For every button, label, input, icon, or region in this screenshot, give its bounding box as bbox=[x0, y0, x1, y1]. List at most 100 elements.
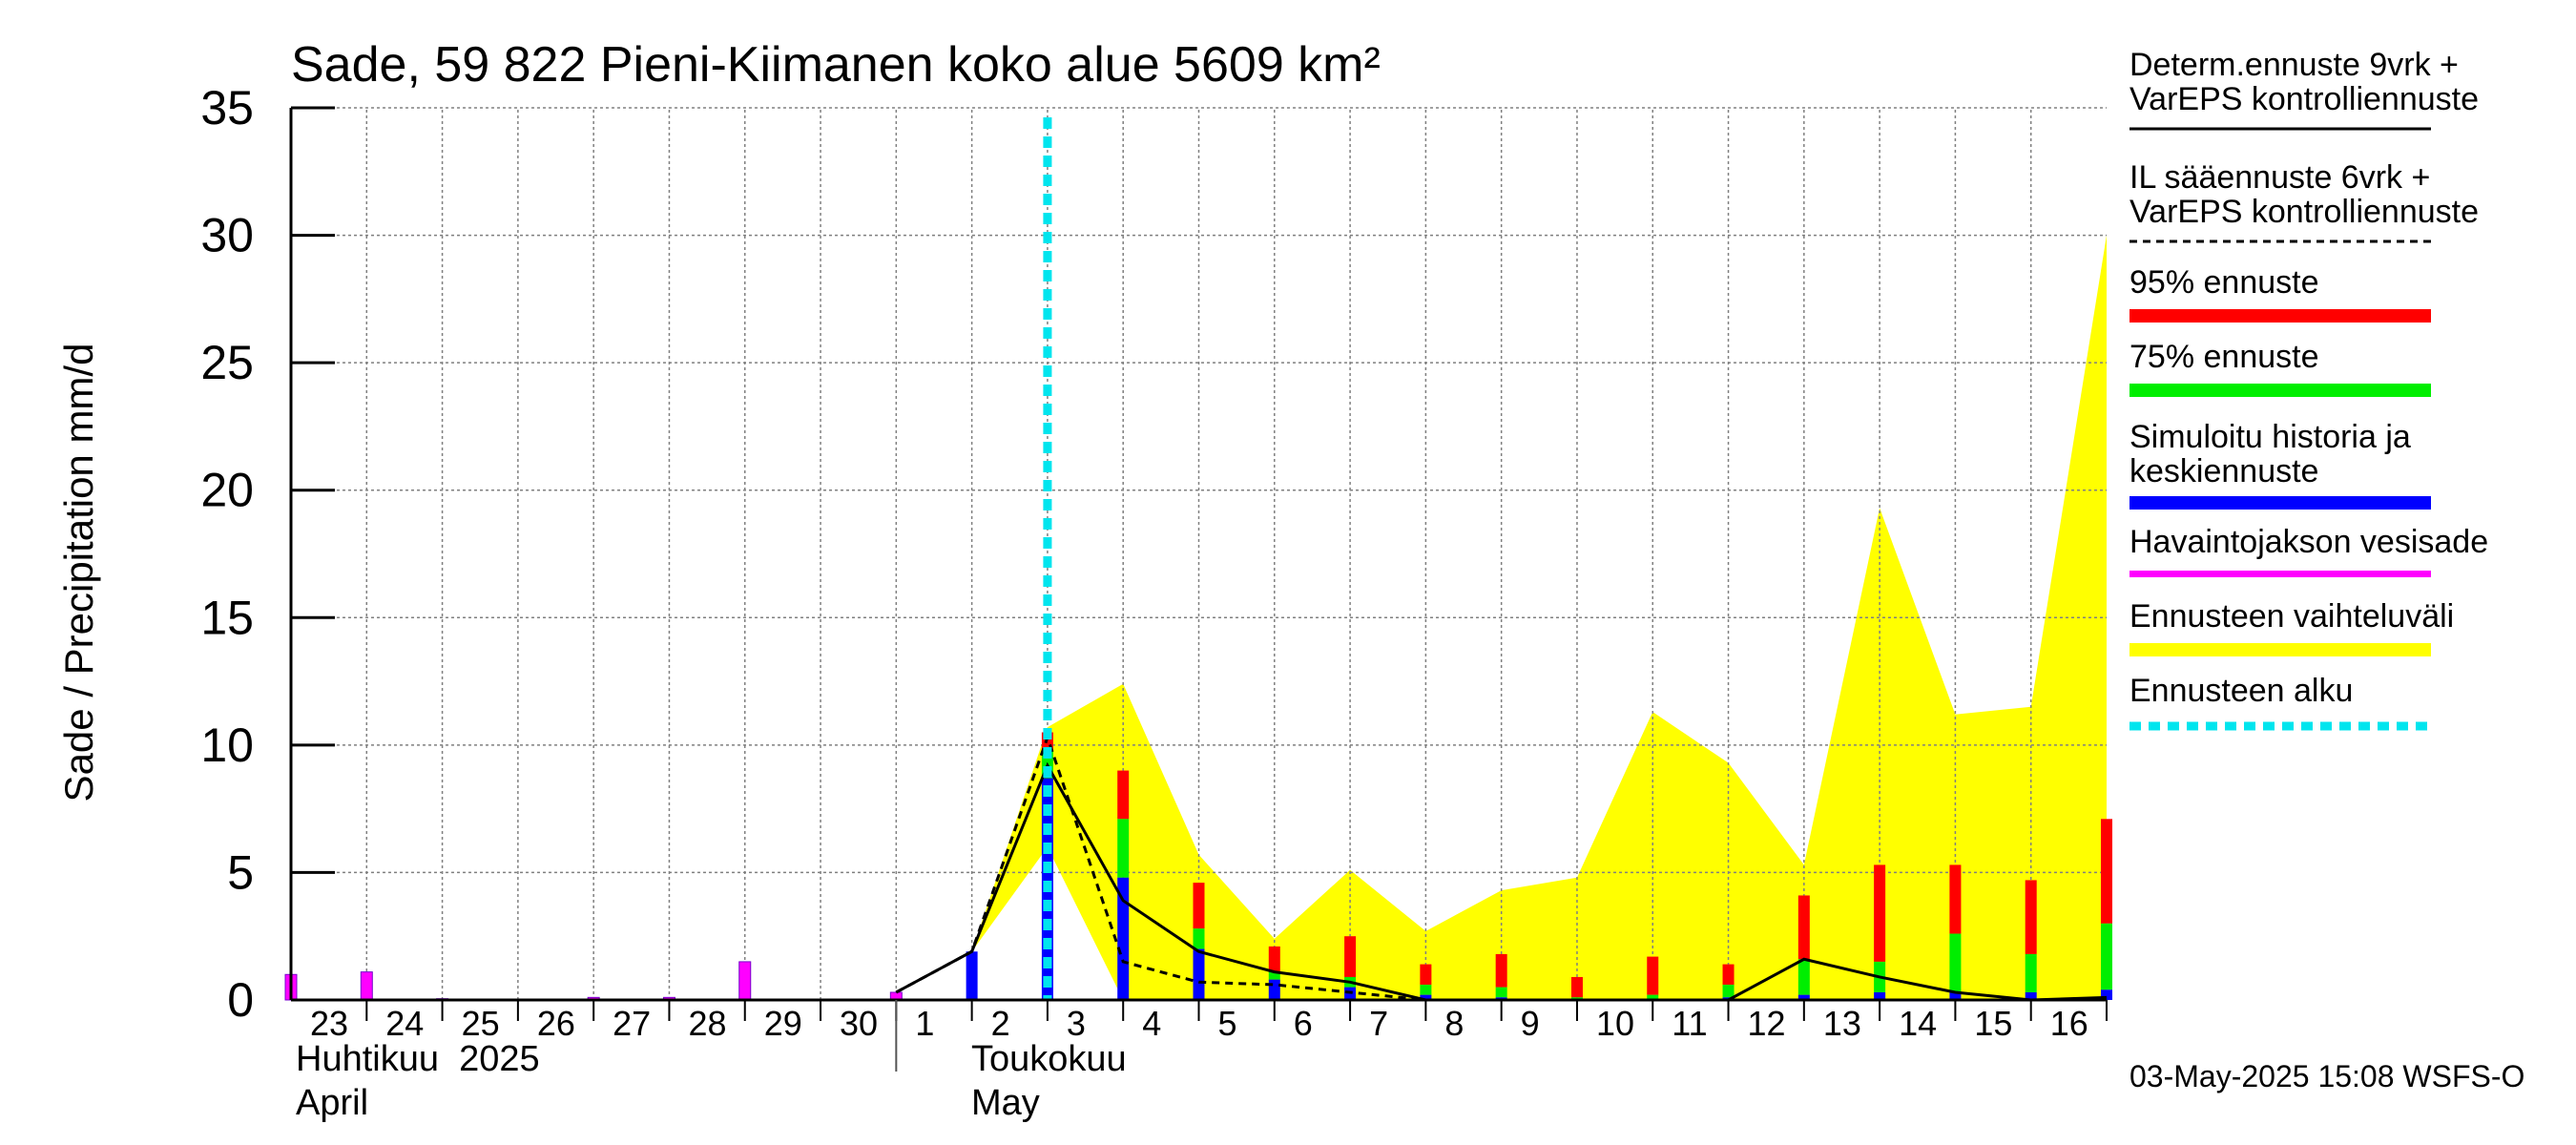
month-label-april-fi: Huhtikuu 2025 bbox=[296, 1039, 540, 1079]
y-tick-label: 20 bbox=[200, 464, 254, 517]
mean-bar bbox=[1949, 991, 1962, 1000]
x-tick-label: 29 bbox=[764, 1004, 802, 1043]
p95-bar bbox=[1420, 964, 1432, 985]
range-band-area bbox=[971, 235, 2107, 1001]
legend-item-mean: Simuloitu historia ja keskiennuste bbox=[2129, 419, 2530, 510]
month-label-may-en: May bbox=[971, 1083, 1040, 1123]
mean-bar bbox=[1797, 994, 1810, 1000]
x-tick-label: 2 bbox=[991, 1004, 1010, 1043]
legend-key-il bbox=[2129, 239, 2431, 243]
p75-bar bbox=[1722, 984, 1735, 998]
legend-label-p75: 75% ennuste bbox=[2129, 339, 2319, 375]
mean-bar bbox=[1420, 994, 1432, 1000]
y-tick-label: 5 bbox=[227, 845, 254, 899]
x-tick-label: 23 bbox=[310, 1004, 348, 1043]
x-tick-label: 6 bbox=[1294, 1004, 1313, 1043]
legend-label-observed: Havaintojakson vesisade bbox=[2129, 524, 2489, 560]
p75-bar bbox=[1420, 984, 1432, 995]
p95-bar bbox=[1495, 953, 1507, 988]
legend-item-band: Ennusteen vaihteluväli bbox=[2129, 598, 2530, 656]
x-tick-label: 13 bbox=[1823, 1004, 1861, 1043]
x-tick-label: 24 bbox=[385, 1004, 424, 1043]
month-label-april-en: April bbox=[296, 1083, 368, 1123]
p75-bar bbox=[2101, 923, 2112, 990]
legend-item-p75: 75% ennuste bbox=[2129, 339, 2530, 397]
x-tick-label: 14 bbox=[1899, 1004, 1937, 1043]
p95-bar bbox=[1722, 964, 1735, 985]
mean-bar bbox=[966, 951, 978, 1000]
legend-label-band: Ennusteen vaihteluväli bbox=[2129, 598, 2455, 635]
month-labels: Huhtikuu 2025 April Toukokuu May bbox=[296, 1039, 1127, 1123]
mean-bar bbox=[1193, 948, 1205, 1000]
mean-bar bbox=[1268, 979, 1280, 1000]
p95-bar bbox=[1797, 895, 1810, 960]
x-tick-label: 8 bbox=[1444, 1004, 1464, 1043]
p95-bar bbox=[2101, 819, 2112, 924]
bars bbox=[284, 732, 2112, 1001]
p95-bar bbox=[1949, 864, 1962, 934]
legend-item-il: IL sääennuste 6vrk + VarEPS kontrollienn… bbox=[2129, 159, 2530, 243]
p95-bar bbox=[1647, 956, 1659, 995]
x-tick-label: 11 bbox=[1672, 1004, 1707, 1043]
legend-label-il: IL sääennuste 6vrk + VarEPS kontrollienn… bbox=[2129, 159, 2480, 230]
x-tick-label: 5 bbox=[1218, 1004, 1237, 1043]
x-tick-label: 27 bbox=[613, 1004, 651, 1043]
x-tick-label: 15 bbox=[1974, 1004, 2012, 1043]
legend-label-determ: Determ.ennuste 9vrk + VarEPS kontrollien… bbox=[2129, 47, 2480, 117]
legend-key-start bbox=[2129, 721, 2431, 731]
legend-key-p75 bbox=[2129, 384, 2431, 397]
x-tick-label: 4 bbox=[1142, 1004, 1161, 1043]
x-tick-label: 7 bbox=[1369, 1004, 1388, 1043]
timestamp-footer: 03-May-2025 15:08 WSFS-O bbox=[2129, 1059, 2525, 1093]
forecast-range-band bbox=[971, 235, 2107, 1001]
x-tick-label: 10 bbox=[1596, 1004, 1634, 1043]
p75-bar bbox=[1495, 987, 1507, 998]
p75-bar bbox=[1797, 959, 1810, 995]
legend-label-p95: 95% ennuste bbox=[2129, 264, 2319, 301]
x-tick-label: 12 bbox=[1748, 1004, 1786, 1043]
p75-bar bbox=[2025, 953, 2037, 992]
legend-key-mean bbox=[2129, 496, 2431, 510]
axes bbox=[289, 106, 2108, 1072]
x-tick-label: 28 bbox=[688, 1004, 726, 1043]
legend-item-start: Ennusteen alku bbox=[2129, 674, 2530, 731]
p95-bar bbox=[1874, 864, 1886, 962]
p75-bar bbox=[1268, 971, 1280, 980]
chart-title: Sade, 59 822 Pieni-Kiimanen koko alue 56… bbox=[291, 37, 1381, 93]
legend-key-p95 bbox=[2129, 309, 2431, 323]
p95-bar bbox=[1193, 883, 1205, 929]
y-axis-label: Sade / Precipitation mm/d bbox=[56, 344, 101, 802]
legend-item-p95: 95% ennuste bbox=[2129, 264, 2530, 323]
mean-bar bbox=[1874, 991, 1886, 1000]
p95-bar bbox=[1268, 946, 1280, 972]
legend-label-mean: Simuloitu historia ja keskiennuste bbox=[2129, 419, 2411, 489]
y-tick-label: 15 bbox=[200, 591, 254, 644]
y-tick-label: 25 bbox=[200, 336, 254, 389]
observed-precip-bar bbox=[360, 971, 373, 1001]
legend-key-band bbox=[2129, 643, 2431, 656]
p75-bar bbox=[1647, 994, 1659, 999]
y-tick-label: 10 bbox=[200, 718, 254, 772]
mean-bar bbox=[1117, 877, 1130, 1000]
x-tick-label: 26 bbox=[537, 1004, 575, 1043]
legend-item-determ: Determ.ennuste 9vrk + VarEPS kontrollien… bbox=[2129, 47, 2530, 131]
p95-bar bbox=[1344, 936, 1357, 977]
p75-bar bbox=[1193, 928, 1205, 949]
p95-bar bbox=[2025, 880, 2037, 954]
legend-item-observed: Havaintojakson vesisade bbox=[2129, 524, 2530, 577]
x-tick-label: 9 bbox=[1521, 1004, 1540, 1043]
x-tick-label: 30 bbox=[840, 1004, 878, 1043]
mean-bar bbox=[2101, 989, 2112, 1000]
y-tick-label: 35 bbox=[200, 81, 254, 135]
p95-bar bbox=[1117, 770, 1130, 820]
legend-key-determ bbox=[2129, 127, 2431, 131]
x-tick-label: 3 bbox=[1067, 1004, 1086, 1043]
legend-key-observed bbox=[2129, 571, 2431, 577]
y-tick-label: 30 bbox=[200, 209, 254, 262]
month-label-may-fi: Toukokuu bbox=[971, 1039, 1127, 1079]
x-tick-label: 1 bbox=[915, 1004, 934, 1043]
p75-bar bbox=[1949, 933, 1962, 992]
il-forecast-line bbox=[895, 733, 1502, 1002]
y-tick-label: 0 bbox=[227, 973, 254, 1027]
